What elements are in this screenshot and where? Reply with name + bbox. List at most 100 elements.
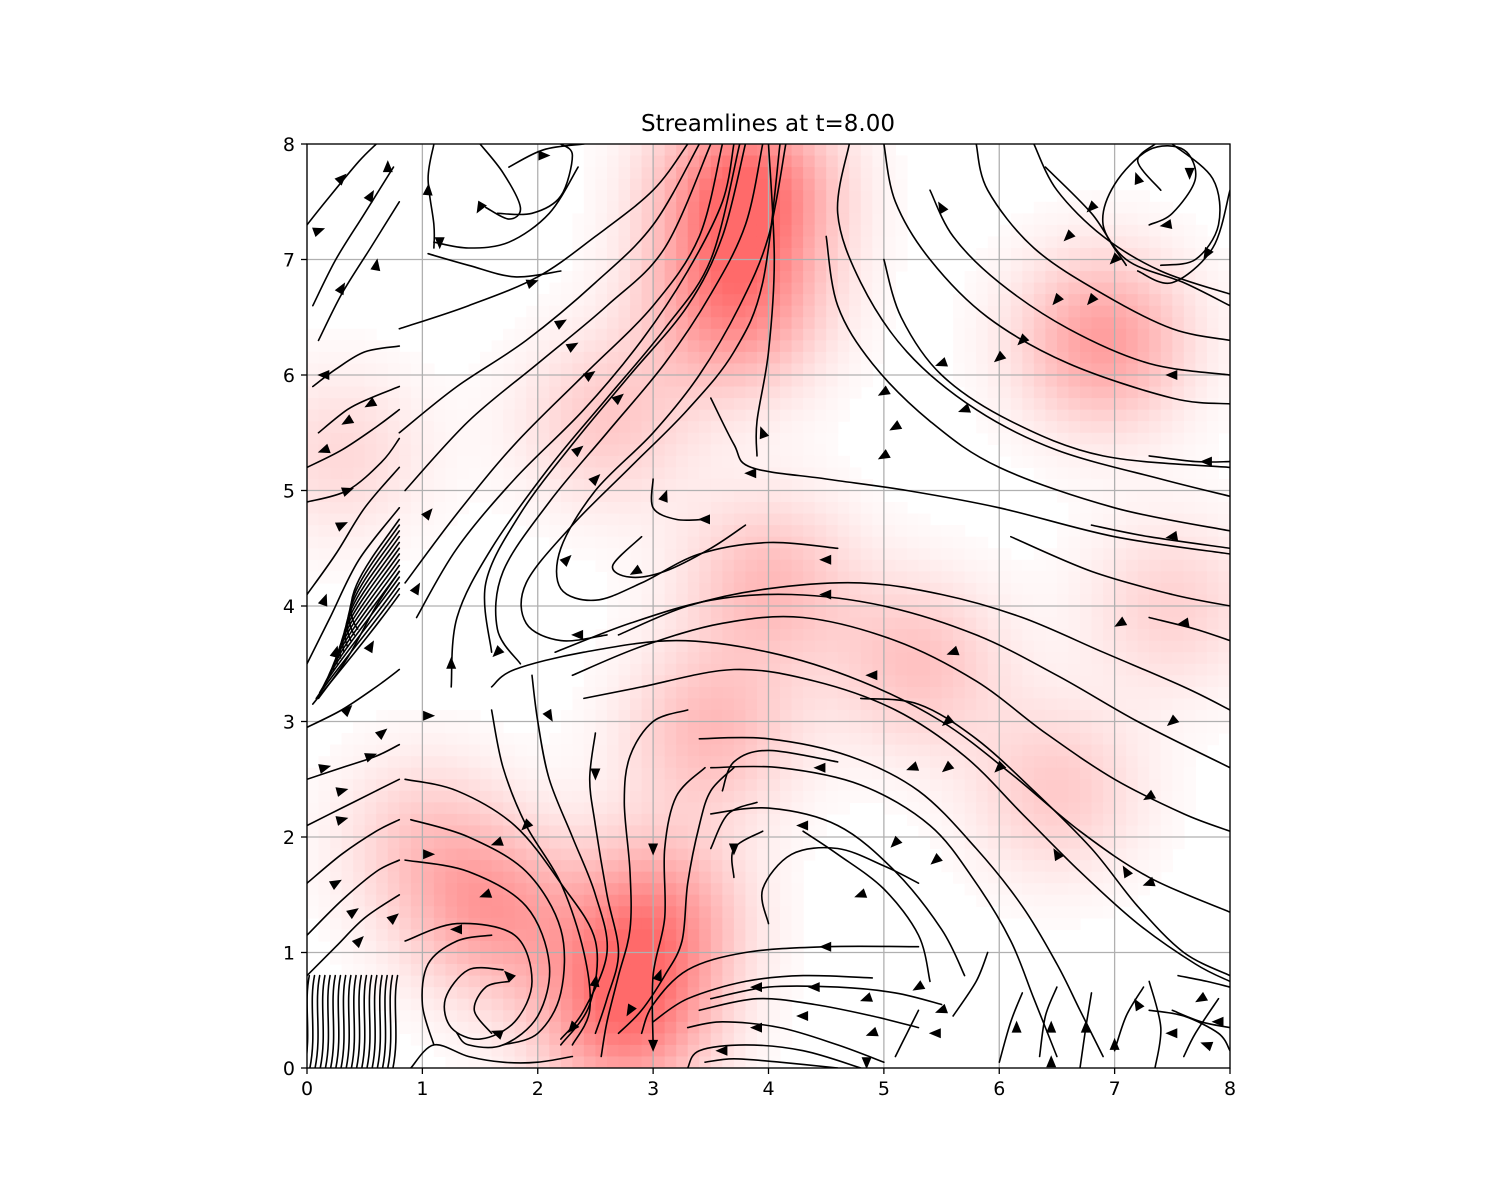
heatmap-cell (791, 525, 804, 538)
heatmap-cell (745, 340, 758, 353)
heatmap-cell (745, 940, 758, 954)
heatmap-cell (514, 444, 527, 457)
heatmap-cell (791, 606, 804, 619)
heatmap-cell (756, 178, 770, 191)
heatmap-cell (756, 756, 770, 769)
heatmap-cell (826, 328, 839, 341)
flow-arrow (490, 1030, 504, 1040)
flow-arrow (318, 764, 332, 774)
heatmap-cell (1010, 617, 1023, 630)
heatmap-cell (803, 432, 816, 445)
heatmap-cell (964, 686, 977, 699)
heatmap-cell (1149, 444, 1162, 457)
heatmap-cell (1056, 652, 1070, 665)
heatmap-cell (549, 1056, 562, 1068)
flow-arrow (796, 820, 809, 831)
heatmap-cell (999, 571, 1012, 584)
heatmap-cell (1022, 721, 1035, 734)
heatmap-cell (399, 964, 412, 977)
heatmap-cell (618, 837, 631, 850)
heatmap-cell (676, 328, 689, 341)
heatmap-cell (906, 559, 920, 572)
heatmap-cell (364, 779, 377, 792)
heatmap-cell (872, 271, 885, 284)
heatmap-cell (803, 571, 816, 584)
heatmap-cell (1172, 351, 1185, 365)
heatmap-cell (606, 1056, 620, 1068)
heatmap-cell (664, 998, 677, 1011)
heatmap-cell (641, 525, 654, 538)
heatmap-cell (422, 779, 435, 792)
heatmap-cell (456, 964, 470, 977)
flow-arrow (423, 710, 436, 721)
heatmap-cell (872, 709, 885, 723)
heatmap-cell (941, 733, 954, 746)
heatmap-cell (1056, 779, 1070, 792)
heatmap-cell (676, 548, 689, 561)
heatmap-cell (745, 1010, 758, 1023)
heatmap-cell (860, 340, 873, 353)
heatmap-cell (722, 548, 735, 561)
heatmap-cell (814, 386, 827, 399)
heatmap-cell (630, 513, 643, 526)
heatmap-cell (699, 756, 712, 769)
heatmap-cell (1033, 802, 1046, 815)
heatmap-cell (664, 663, 677, 676)
heatmap-cell (1172, 294, 1185, 307)
heatmap-cell (618, 952, 631, 965)
heatmap-cell (849, 351, 862, 365)
heatmap-cell (307, 328, 320, 341)
heatmap-cell (814, 594, 827, 607)
heatmap-cell (768, 964, 781, 977)
heatmap-cell (503, 1044, 516, 1058)
flow-arrow (1087, 292, 1099, 306)
heatmap-cell (826, 686, 839, 699)
heatmap-cell (676, 802, 689, 815)
heatmap-cell (618, 513, 631, 526)
heatmap-cell (526, 478, 539, 492)
heatmap-cell (1056, 328, 1070, 341)
heatmap-cell (883, 744, 897, 757)
heatmap-cell (745, 294, 758, 307)
heatmap-cell (630, 848, 643, 861)
heatmap-cell (445, 409, 458, 422)
heatmap-cell (1045, 224, 1058, 237)
heatmap-cell (456, 398, 470, 411)
heatmap-cell (433, 929, 447, 942)
heatmap-cell (526, 432, 539, 445)
heatmap-cell (733, 455, 747, 468)
heatmap-cell (445, 421, 458, 434)
heatmap-cell (653, 271, 666, 284)
x-tick-label: 7 (1109, 1078, 1121, 1100)
heatmap-cell (1195, 617, 1208, 630)
heatmap-cell (745, 432, 758, 445)
heatmap-cell (883, 663, 897, 676)
heatmap-cell (780, 224, 793, 237)
heatmap-cell (722, 559, 735, 572)
streamline (307, 894, 401, 977)
heatmap-cell (606, 305, 620, 318)
heatmap-cell (1172, 652, 1185, 665)
flow-arrow (1166, 714, 1180, 726)
heatmap-cell (526, 1044, 539, 1058)
heatmap-cell (837, 259, 850, 272)
heatmap-cell (699, 906, 712, 919)
heatmap-cell (699, 640, 712, 653)
heatmap-cell (526, 317, 539, 330)
heatmap-cell (872, 340, 885, 353)
heatmap-cell (676, 987, 689, 1000)
heatmap-cell (687, 259, 700, 272)
heatmap-cell (780, 940, 793, 954)
heatmap-cell (745, 733, 758, 746)
heatmap-cell (895, 559, 908, 572)
heatmap-cell (1160, 409, 1173, 422)
heatmap-cell (964, 271, 977, 284)
heatmap-cell (526, 917, 539, 930)
heatmap-cell (999, 733, 1012, 746)
heatmap-cell (618, 190, 631, 203)
heatmap-cell (803, 455, 816, 468)
heatmap-cell (906, 536, 920, 549)
heatmap-cell (399, 975, 412, 988)
heatmap-cell (583, 652, 597, 665)
heatmap-cell (699, 917, 712, 930)
